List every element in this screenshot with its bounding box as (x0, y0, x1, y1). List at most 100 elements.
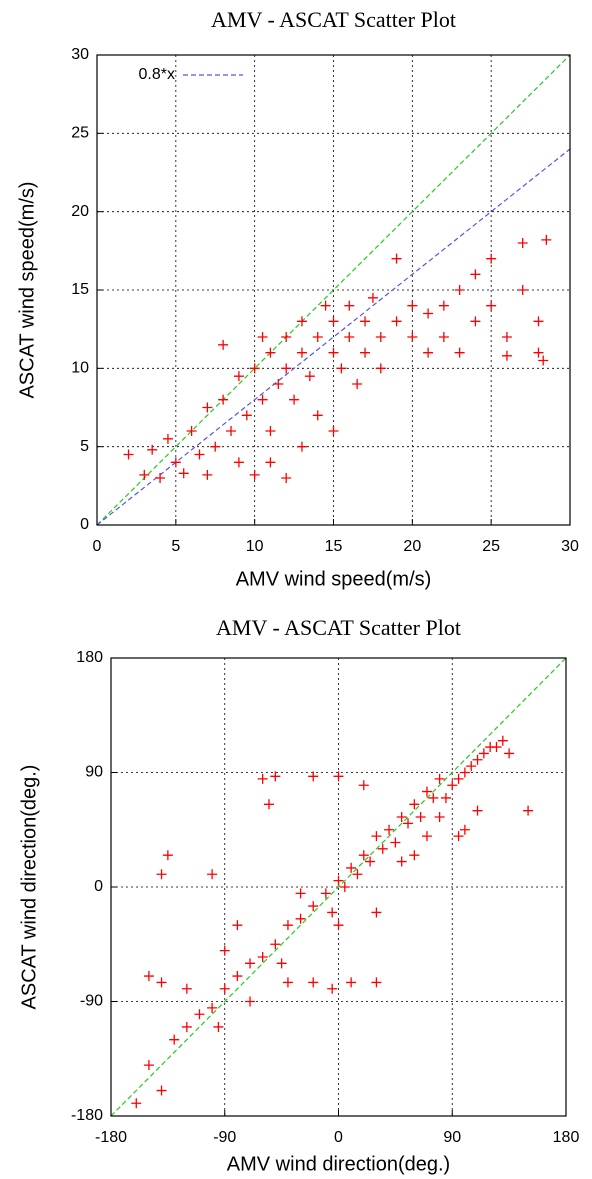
point (281, 363, 292, 374)
y-tick-label: 0 (80, 516, 89, 533)
point (276, 958, 287, 969)
y-axis-label: ASCAT wind direction(deg.) (18, 765, 40, 1010)
point (344, 300, 355, 311)
point (371, 831, 382, 842)
y-tick-label: -90 (80, 993, 103, 1010)
point (396, 812, 407, 823)
y-tick-label: 25 (71, 125, 89, 142)
point (371, 907, 382, 918)
reference-line (96, 54, 571, 526)
point (281, 473, 292, 483)
point (459, 824, 470, 835)
point (328, 316, 339, 327)
point (170, 457, 181, 468)
point (333, 771, 344, 782)
point (333, 920, 344, 931)
x-axis-label: AMV wind speed(m/s) (236, 568, 432, 590)
point (219, 945, 230, 956)
point (360, 316, 371, 327)
point (155, 473, 166, 483)
point (308, 901, 319, 912)
point (296, 316, 307, 327)
point (517, 285, 528, 295)
point (249, 363, 260, 374)
point (346, 977, 357, 988)
point (454, 285, 465, 295)
point (131, 1098, 142, 1109)
point (263, 799, 274, 810)
x-tick-label: 0 (93, 538, 102, 555)
point (289, 394, 300, 405)
point (296, 441, 307, 452)
point (194, 1009, 205, 1020)
point (295, 913, 306, 924)
point (265, 426, 276, 436)
point (407, 332, 418, 342)
point (194, 449, 205, 460)
point (367, 292, 378, 303)
y-axis-label: ASCAT wind speed(m/s) (16, 181, 38, 398)
point (226, 426, 237, 436)
point (459, 767, 470, 778)
point (454, 347, 465, 358)
point (352, 869, 363, 880)
point (207, 869, 218, 880)
point (257, 332, 268, 342)
point (308, 771, 319, 782)
point (147, 444, 158, 455)
point (181, 1021, 192, 1032)
point (143, 1060, 154, 1071)
point (358, 850, 369, 861)
point (207, 1002, 218, 1013)
point (143, 971, 154, 982)
x-tick-label: 90 (443, 1129, 461, 1146)
point (210, 441, 221, 452)
point (336, 363, 347, 374)
point (486, 253, 497, 264)
point (333, 875, 344, 886)
point (186, 426, 197, 436)
y-tick-label: 5 (80, 438, 89, 455)
x-axis-label: AMV wind direction(deg.) (227, 1153, 450, 1175)
point (501, 350, 512, 361)
y-tick-label: 90 (85, 764, 103, 781)
plot-frame (110, 657, 567, 1117)
point (312, 332, 323, 342)
point (438, 332, 449, 342)
point (304, 371, 315, 382)
point (423, 308, 434, 319)
point (218, 339, 229, 350)
point (358, 780, 369, 791)
point (365, 856, 376, 867)
plot-frame (96, 54, 571, 526)
point (327, 907, 338, 918)
point (233, 371, 244, 382)
point (327, 983, 338, 994)
point (162, 433, 173, 444)
point (219, 983, 230, 994)
x-tick-label: 0 (334, 1129, 343, 1146)
chart-title: AMV - ASCAT Scatter Plot (211, 7, 456, 32)
x-tick-label: 25 (482, 538, 500, 555)
point (440, 792, 451, 803)
point (328, 347, 339, 358)
point (265, 347, 276, 358)
point (282, 920, 293, 931)
point (466, 761, 477, 772)
point (232, 971, 243, 982)
point (377, 843, 388, 854)
point (396, 856, 407, 867)
point (421, 831, 432, 842)
point (423, 347, 434, 358)
point (178, 468, 189, 479)
point (169, 1034, 180, 1045)
point (470, 316, 481, 327)
point (375, 363, 386, 374)
point (245, 958, 256, 969)
point (434, 773, 445, 784)
point (281, 332, 292, 342)
y-tick-label: 20 (71, 203, 89, 220)
point (320, 888, 331, 899)
point (213, 1021, 224, 1032)
